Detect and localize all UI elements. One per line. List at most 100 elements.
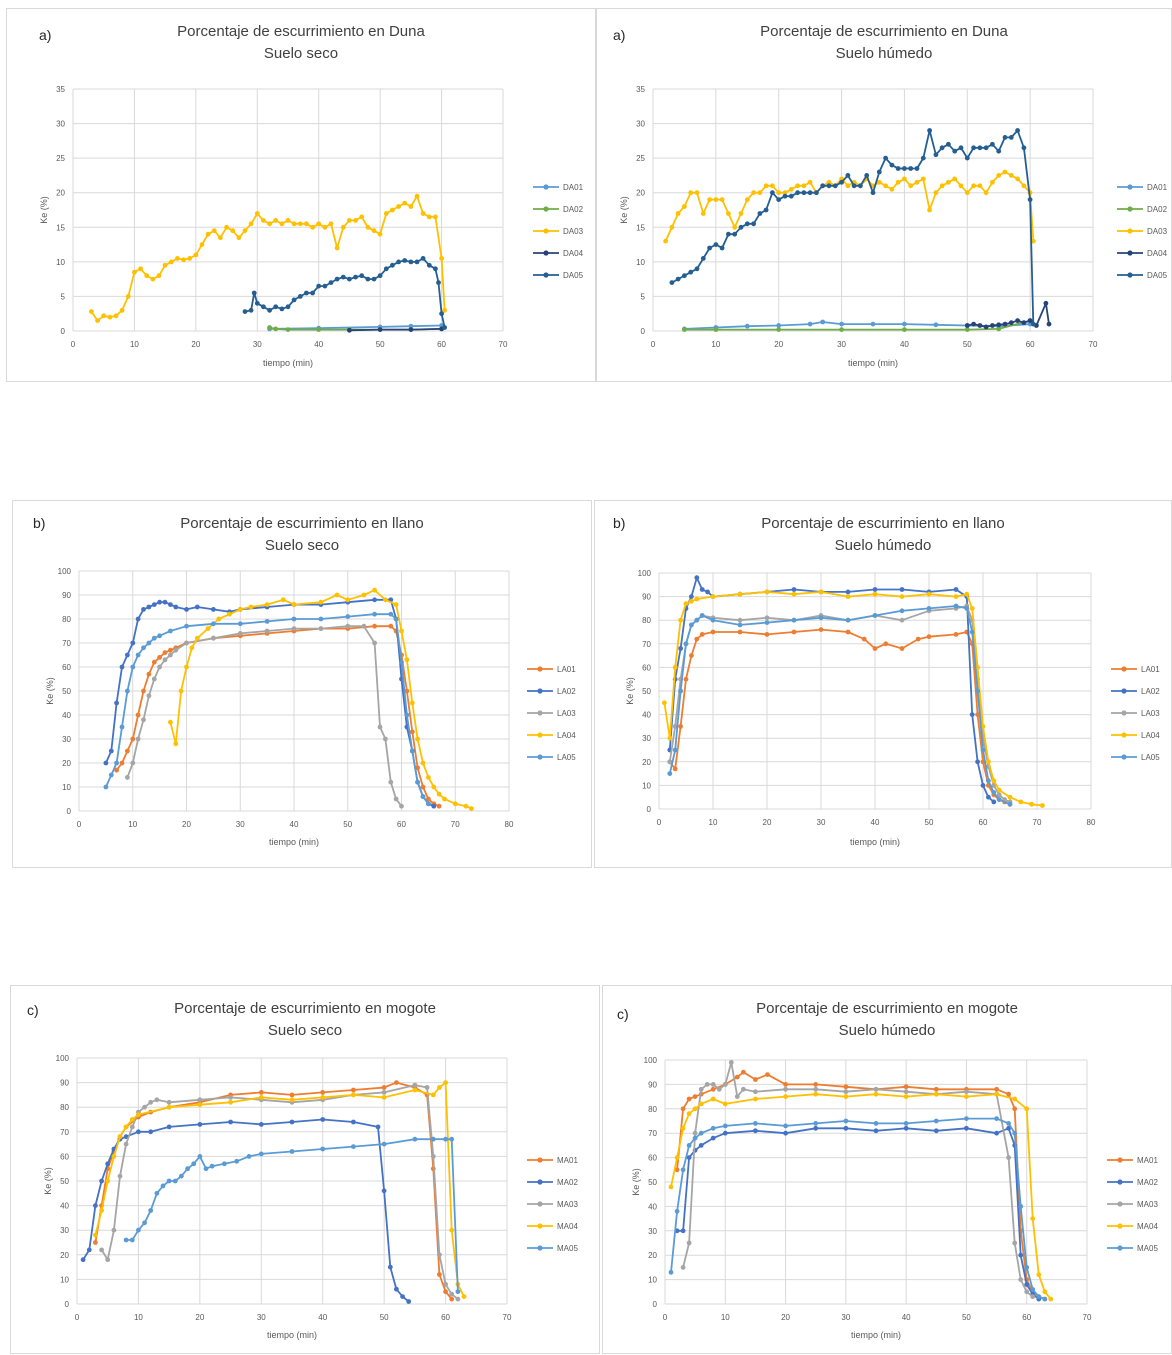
data-point <box>173 604 179 610</box>
data-point <box>157 664 163 670</box>
data-point <box>738 224 744 230</box>
data-point <box>683 676 689 682</box>
data-point <box>1006 1125 1011 1131</box>
data-point <box>157 633 163 639</box>
data-point <box>986 794 991 800</box>
data-point <box>173 647 179 653</box>
series-line <box>90 195 446 322</box>
data-point <box>1007 794 1013 800</box>
data-point <box>1006 1091 1011 1097</box>
data-point <box>682 204 687 209</box>
chart-svg: 0 5 10 15 20 25 30 35 0 10 20 30 40 50 60 70 tiempo (min… <box>39 85 584 368</box>
data-point <box>114 767 119 773</box>
data-point <box>194 604 200 610</box>
data-point <box>710 629 716 635</box>
data-point <box>383 736 388 742</box>
data-point <box>757 190 763 196</box>
data-point <box>334 245 340 251</box>
grid <box>652 88 1094 332</box>
legend-label: MA04 <box>1137 1222 1158 1231</box>
data-point <box>162 657 168 663</box>
x-axis-label: tiempo (min) <box>851 1330 901 1340</box>
legend-entry: MA04 <box>1107 1222 1158 1231</box>
legend-marker <box>537 1223 543 1229</box>
data-point <box>154 1190 160 1196</box>
data-point <box>975 759 980 765</box>
x-tick-label: 50 <box>380 1313 389 1322</box>
data-point <box>129 1124 135 1130</box>
data-point <box>258 1122 264 1127</box>
y-tick-label: 0 <box>647 805 652 814</box>
data-point <box>728 1060 734 1065</box>
series-line <box>269 324 442 330</box>
x-tick-label: 20 <box>182 820 191 829</box>
data-point <box>770 190 775 196</box>
data-point <box>953 587 959 592</box>
series-DA03 <box>89 193 447 323</box>
data-point <box>377 724 383 730</box>
x-tick-label: 0 <box>651 340 656 349</box>
data-point <box>353 218 358 223</box>
series-DA02 <box>682 318 1033 332</box>
x-tick-label: 20 <box>781 1313 790 1322</box>
data-point <box>902 321 907 327</box>
data-point <box>179 1173 184 1179</box>
data-point <box>197 1154 203 1159</box>
data-point <box>340 274 346 280</box>
data-point <box>415 765 420 771</box>
data-point <box>449 1136 455 1142</box>
series-LA02 <box>103 597 437 809</box>
data-point <box>818 615 824 621</box>
data-point <box>903 1125 909 1131</box>
data-point <box>726 231 731 237</box>
data-point <box>864 173 870 178</box>
series-DA04 <box>347 326 444 333</box>
y-tick-label: 10 <box>60 1275 69 1284</box>
data-point <box>980 747 986 753</box>
data-point <box>361 592 367 598</box>
series-line <box>664 171 1035 242</box>
x-tick-label: 50 <box>376 340 385 349</box>
x-tick-label: 40 <box>871 818 880 827</box>
x-axis-label: tiempo (min) <box>850 837 900 847</box>
data-point <box>351 1144 356 1149</box>
data-point <box>713 327 719 332</box>
data-point <box>861 636 867 642</box>
legend-marker <box>537 1179 543 1185</box>
data-point <box>157 655 163 660</box>
legend-label: MA05 <box>557 1244 578 1253</box>
data-point <box>946 141 951 147</box>
data-point <box>1024 1106 1030 1112</box>
panel-letter: b) <box>33 515 46 531</box>
data-point <box>694 266 700 272</box>
data-point <box>674 1208 680 1214</box>
data-point <box>914 179 920 185</box>
data-point <box>408 327 414 332</box>
data-point <box>692 1135 698 1141</box>
data-point <box>1008 320 1014 326</box>
data-point <box>211 621 216 627</box>
data-point <box>199 242 205 248</box>
data-point <box>251 290 257 296</box>
data-point <box>399 659 404 665</box>
grid <box>658 572 1092 810</box>
data-point <box>737 629 743 635</box>
data-point <box>933 322 939 328</box>
legend-entry: MA05 <box>527 1244 578 1253</box>
data-point <box>969 712 975 717</box>
data-point <box>408 204 414 209</box>
x-tick-label: 20 <box>774 340 783 349</box>
data-point <box>991 778 997 784</box>
legend-entry: LA01 <box>527 665 576 674</box>
data-point <box>669 224 675 230</box>
chart-panel-mogote-humedo: c) Porcentaje de escurrimiento en mogote S… <box>602 985 1172 1354</box>
y-tick-label: 10 <box>62 783 71 792</box>
data-point <box>908 166 914 171</box>
series-DA03 <box>663 169 1036 244</box>
data-point <box>93 1203 98 1208</box>
data-point <box>415 736 420 742</box>
data-point <box>93 1232 98 1238</box>
series-line <box>349 328 442 332</box>
y-tick-label: 100 <box>58 567 72 576</box>
data-point <box>117 1134 123 1140</box>
